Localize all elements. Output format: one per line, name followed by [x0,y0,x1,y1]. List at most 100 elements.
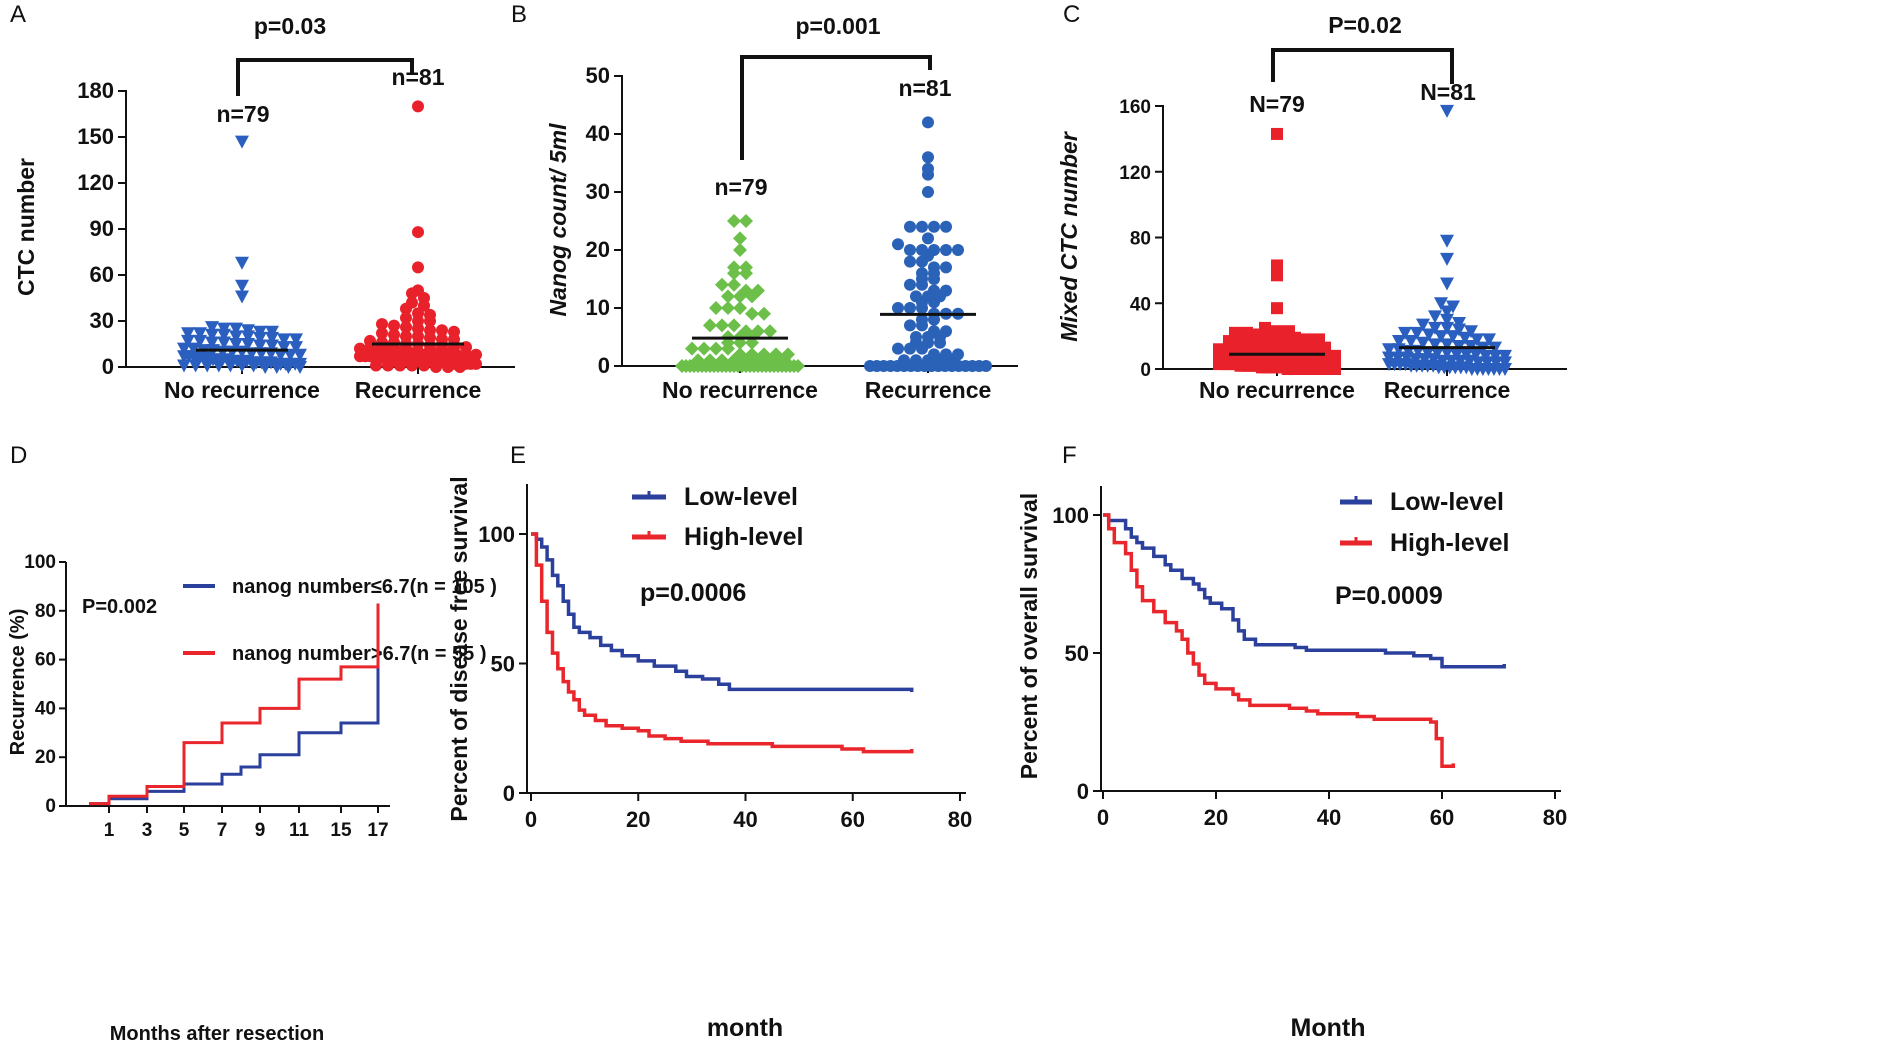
n-label: n=81 [391,64,444,90]
km-curve [1103,513,1506,669]
category-label: No recurrence [164,377,320,403]
n-label: n=79 [714,174,767,200]
scatter-A-point [406,287,418,300]
scatter-A-point [211,359,226,373]
scatter-A-point [253,339,267,353]
scatter-A-point [188,359,203,373]
scatter-B-point [727,277,741,292]
scatter-C-point [1440,338,1454,352]
y-tick-label: 120 [77,170,114,195]
scatter-B-point [721,341,735,356]
y-tick-label: 20 [35,747,56,768]
scatter-A-point [382,359,394,372]
y-tick-label: 60 [90,262,114,287]
panel-label-D: D [10,442,27,469]
scatter-B-point [763,324,777,339]
scatter-B-point [904,319,916,332]
scatter-A-point [376,327,388,340]
scatter-C-point [1416,318,1430,332]
scatter-C-point [1453,354,1468,368]
scatter-B-point [697,341,711,356]
significance-bracket [236,58,414,96]
scatter-B-point [745,289,759,304]
scatter-A-point [431,347,444,360]
x-tick-label: 80 [1543,805,1567,830]
scatter-B-point [928,296,940,309]
scatter-B-point [916,302,928,314]
scatter-A-point [235,279,249,293]
scatter-A-point [258,361,273,374]
y-tick-label: 40 [1130,294,1151,315]
scatter-C-point [1390,351,1405,365]
scatter-C-point [1428,310,1442,324]
scatter-C-point [1428,321,1442,335]
scatter-A-point [205,328,219,342]
scatter-A-point [229,330,243,344]
scatter-A-point [253,331,267,345]
scatter-C-point [1452,316,1466,330]
scatter-B-point [922,116,934,129]
scatter-A-point [229,338,243,351]
scatter-A-point [229,322,243,336]
scatter-C-point [1440,313,1454,327]
scatter-A-point [406,359,418,372]
scatter-C-point [1440,234,1454,248]
y-tick-label: 120 [1119,163,1151,184]
scatter-C-point [1241,326,1253,339]
scatter-A-point [181,334,195,348]
scatter-A-point [289,333,303,347]
scatter-A-point [394,359,406,372]
scatter-A-point [205,321,219,335]
y-tick-label: 100 [24,552,56,573]
scatter-B-point [745,306,759,321]
scatter-A-point [293,361,307,374]
x-tick-label: 0 [525,807,537,832]
scatter-B-point [916,319,928,332]
y-tick-label: 30 [90,308,114,333]
x-tick-label: 5 [179,820,190,841]
scatter-B-point [922,168,934,181]
scatter-A-point [223,359,238,373]
y-tick-label: 0 [1140,360,1151,381]
scatter-C-point [1449,348,1464,362]
scatter-C-point [1469,348,1483,362]
scatter-B-point [733,301,747,315]
scatter-A-point [200,359,215,373]
scatter-A-point [430,361,442,373]
scatter-C-point [1471,356,1486,370]
y-tick-label: 100 [1052,503,1089,528]
scatter-A-point [235,359,249,373]
panel-label-C: C [1063,1,1080,28]
scatter-C-point [1440,321,1454,335]
scatter-C-point [1398,326,1412,340]
n-label: N=81 [1420,79,1476,105]
scatter-A-point [217,328,231,342]
scatter-A-point [181,327,195,341]
y-tick-label: 100 [478,522,515,547]
scatter-B-point [715,277,729,292]
x-tick-label: 20 [1204,805,1228,830]
scatter-C-point [1271,269,1283,282]
scatter-B-point [739,214,753,228]
scatter-C-point [1470,333,1484,347]
y-tick-label: 0 [503,781,515,806]
x-tick-label: 3 [142,820,153,841]
x-tick-label: 9 [255,820,266,841]
x-tick-label: 7 [217,820,228,841]
km-curve [531,532,914,754]
scatter-B-point [904,302,916,314]
legend-label: nanog number>6.7(n = 55 ) [232,643,487,665]
n-label: N=79 [1249,91,1305,117]
scatter-C-point [1498,349,1512,363]
legend-label: Low-level [684,483,798,511]
scatter-C-point [1480,356,1495,370]
scatter-B-point [727,266,741,281]
category-label: No recurrence [1199,377,1355,403]
x-tick-label: 17 [367,820,388,841]
scatter-C-point [1440,277,1454,291]
scatter-C-point [1440,346,1454,360]
scatter-B-point [709,341,723,356]
x-tick-label: 20 [626,807,650,832]
scatter-B-point [928,220,940,233]
